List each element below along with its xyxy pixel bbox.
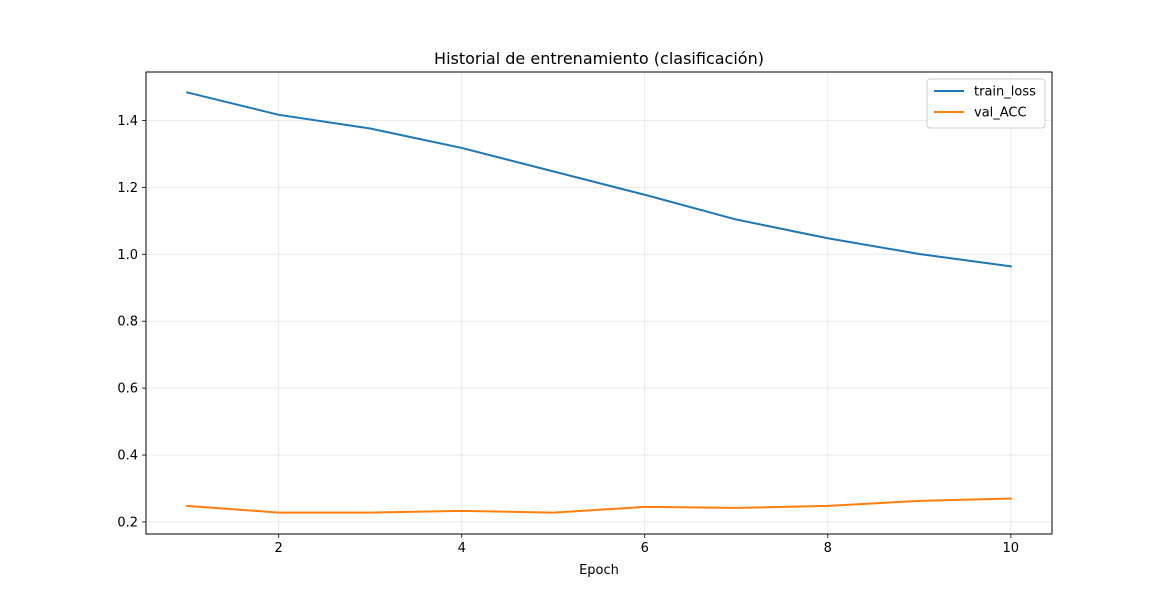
y-tick-label: 0.2 [117,515,138,530]
x-tick-label: 10 [1003,541,1020,556]
x-axis-label: Epoch [579,563,619,578]
chart-title: Historial de entrenamiento (clasificació… [434,49,764,68]
series-line-train_loss [185,91,1012,268]
y-tick-label: 1.2 [117,181,138,196]
x-tick-label: 4 [458,541,466,556]
y-tick-label: 0.8 [117,315,138,330]
y-tick-label: 0.6 [117,382,138,397]
y-tick-label: 1.4 [117,114,138,129]
legend-label-val_ACC: val_ACC [974,106,1027,121]
x-tick-label: 6 [641,541,649,556]
legend-label-train_loss: train_loss [974,85,1036,100]
y-axis-ticks: 0.2 0.4 0.6 0.8 1.0 1.2 1.4 [117,114,146,530]
x-tick-label: 2 [275,541,283,556]
x-axis-ticks: 2 4 6 8 10 [275,534,1020,556]
y-tick-label: 0.4 [117,449,138,464]
plot-frame [145,71,1053,535]
y-tick-label: 1.0 [117,248,138,263]
series-line-val_ACC [186,497,1012,514]
series-lines [185,91,1012,514]
x-tick-label: 8 [824,541,832,556]
legend: train_loss val_ACC [926,78,1046,129]
grid [146,72,1052,534]
